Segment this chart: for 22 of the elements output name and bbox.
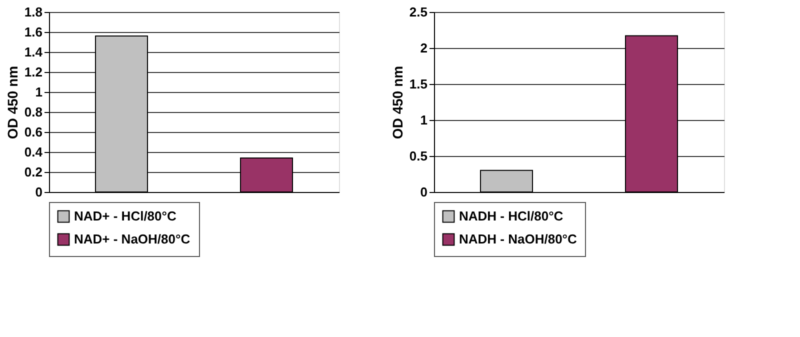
y-tick-label: 1.8 <box>24 4 42 20</box>
legend-label: NADH - HCl/80°C <box>459 208 564 224</box>
y-axis-title: OD 450 nm <box>389 66 406 140</box>
legend-label: NADH - NaOH/80°C <box>459 232 578 246</box>
y-tick-label: 0.5 <box>409 148 428 164</box>
y-tick-label: 1.2 <box>24 64 42 80</box>
y-tick-label: 0 <box>35 184 42 200</box>
y-tick-label: 1.5 <box>409 76 428 92</box>
y-tick-label: 2.5 <box>409 4 428 20</box>
y-tick-label: 1 <box>35 84 42 100</box>
y-axis-title: OD 450 nm <box>4 66 20 140</box>
legend-label: NAD+ - NaOH/80°C <box>74 232 191 246</box>
y-tick-label: 1.6 <box>24 24 42 40</box>
y-tick-label: 2 <box>420 40 428 56</box>
y-tick-label: 0.4 <box>24 144 44 160</box>
y-tick-label: 1 <box>420 112 428 128</box>
y-tick-label: 0.8 <box>24 104 42 120</box>
y-tick-label: 0.6 <box>24 124 42 140</box>
y-tick-label: 0.2 <box>24 164 42 180</box>
y-tick-label: 0 <box>420 184 428 200</box>
legend-label: NAD+ - HCl/80°C <box>74 208 177 224</box>
y-tick-label: 1.4 <box>24 44 44 60</box>
